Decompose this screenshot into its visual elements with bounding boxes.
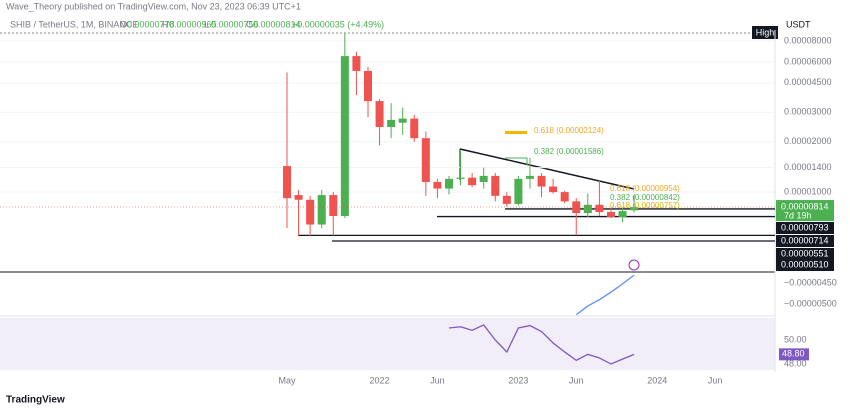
y-tick-label: 0.00003000 [784, 107, 832, 117]
ohlc-key: L [204, 19, 209, 29]
x-tick-label: 2023 [508, 375, 528, 385]
ohlc-value: 0.00000756 [211, 19, 259, 29]
high-box [752, 26, 778, 39]
x-tick-label: Jun [569, 375, 584, 385]
y-tick-label: 0.00002000 [784, 136, 832, 146]
candle-body [560, 192, 569, 202]
candle-body [444, 178, 453, 189]
brand: TradingView [6, 395, 65, 406]
candle-body [317, 195, 326, 225]
candle-body [537, 175, 546, 187]
rsi-badge [779, 348, 809, 361]
ohlc-value: 0.00000778 [127, 19, 175, 29]
currency: USDT [786, 19, 811, 29]
symbol-title: SHIB / TetherUS, 1M, BINANCE [10, 19, 138, 29]
ohlc-key: O [120, 19, 127, 29]
y-tick-label: −0.00000500 [784, 298, 837, 308]
y-tick-label: 0.00006000 [784, 56, 832, 66]
fib-label: 0.382 (0.00000842) [610, 193, 680, 202]
level-label: 0.00000551 [781, 248, 829, 258]
level-badge [776, 248, 834, 260]
candle-body [525, 175, 534, 179]
x-tick-label: Jun [708, 375, 723, 385]
rsi-band [0, 318, 775, 370]
y-tick-label: 0.00001400 [784, 162, 832, 172]
level-label: 0.00000714 [781, 235, 829, 245]
candle-body [479, 175, 488, 182]
candle-body [468, 177, 477, 186]
x-tick-label: May [278, 375, 296, 385]
candle-body [606, 212, 615, 217]
x-tick-label: Jun [430, 375, 445, 385]
candle-body [410, 118, 419, 139]
y-tick-label: 0.00001000 [784, 186, 832, 196]
candle-body [549, 186, 558, 193]
level-badge [776, 222, 834, 234]
y-tick-label: 50.00 [784, 334, 807, 344]
candle-body [618, 211, 627, 217]
candle-body [363, 70, 372, 102]
price-label: 0.00000814 [781, 201, 829, 211]
candle-body [433, 181, 442, 189]
rsi-label: 48.80 [782, 349, 805, 359]
level-badge [776, 259, 834, 271]
candle-body [329, 195, 338, 216]
fib-zone [505, 131, 527, 134]
candle-body [306, 199, 315, 225]
candle-body [595, 204, 604, 213]
y-tick-label: 0.00004500 [784, 77, 832, 87]
ohlc-key: C [246, 19, 253, 29]
y-tick-label: 0.00008000 [784, 35, 832, 45]
candle-body [583, 204, 592, 214]
ohlc-key: H [162, 19, 169, 29]
y-tick-label: 48.00 [784, 358, 807, 368]
ohlc-value: 0.00000814 [253, 19, 301, 29]
candle-body [502, 195, 511, 204]
x-tick-label: 2024 [647, 375, 667, 385]
level-label: 0.00000793 [781, 222, 829, 232]
candle-body [630, 207, 639, 211]
high-label: High [756, 27, 775, 37]
candle-body [294, 195, 303, 200]
fib-label: 0.382 (0.00001586) [534, 147, 604, 156]
rsi-line [448, 324, 635, 365]
candle-body [375, 101, 384, 127]
fib-label: 0.618 (0.00000954) [610, 184, 680, 193]
candle-body [387, 119, 396, 127]
byline: Wave_Theory published on TradingView.com… [6, 1, 301, 11]
trendline [459, 148, 635, 190]
candle-body [283, 166, 291, 199]
fib-label: 0.618 (0.00000757) [610, 201, 680, 210]
y-tick-label: −0.00000450 [784, 277, 837, 287]
candle-body [514, 178, 523, 204]
level-label: 0.00000510 [781, 259, 829, 269]
countdown: 7d 19h [784, 210, 812, 220]
candle-body [352, 56, 361, 71]
ohlc-value: 0.00000965 [169, 19, 217, 29]
candle-body [398, 118, 407, 123]
candle-body [456, 177, 465, 179]
event-icon[interactable] [628, 259, 640, 271]
indicator-line [575, 274, 635, 316]
fib-zone [505, 157, 528, 165]
x-tick-label: 2022 [370, 375, 390, 385]
change: +0.00000035 (+4.49%) [292, 19, 384, 29]
level-badge [776, 235, 834, 247]
price-badge [776, 200, 834, 222]
candle-body [491, 175, 500, 196]
fib-label: 0.618 (0.00002124) [534, 126, 604, 135]
candle-body [421, 138, 430, 182]
candle-body [340, 56, 349, 216]
